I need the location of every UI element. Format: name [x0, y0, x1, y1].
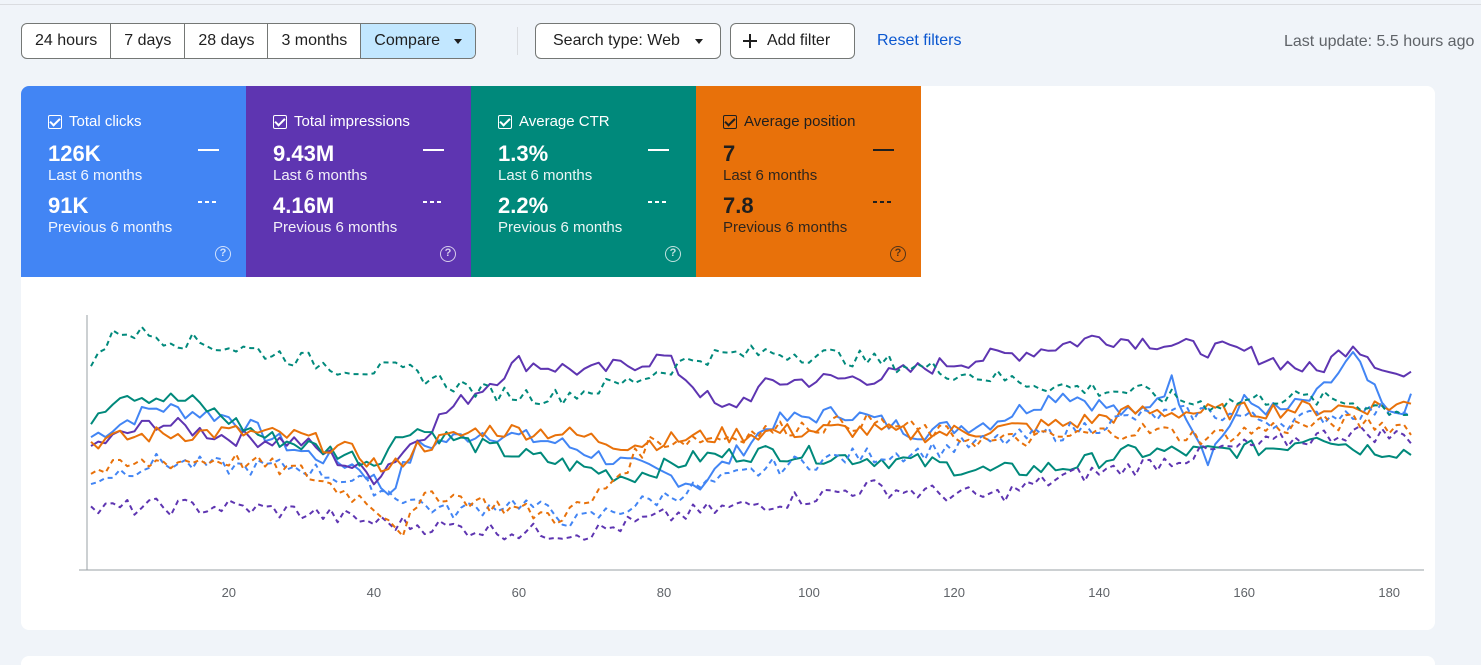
- help-icon[interactable]: ?: [215, 246, 231, 262]
- date-range-selector: 24 hours 7 days 28 days 3 months Compare: [21, 23, 477, 59]
- dashed-line-legend-icon: [198, 201, 219, 203]
- metric-title: Total clicks: [69, 113, 142, 130]
- metric-value: 126K: [48, 141, 101, 166]
- dashed-line-legend-icon: [873, 201, 894, 203]
- solid-line-legend-icon: [648, 149, 669, 151]
- checkbox-checked-icon[interactable]: [48, 115, 62, 129]
- metric-previous-value: 91K: [48, 193, 89, 218]
- metric-previous-period: Previous 6 months: [48, 219, 173, 236]
- metric-period: Last 6 months: [273, 167, 368, 184]
- x-tick-label: 120: [943, 585, 965, 600]
- metric-value: 7: [723, 141, 736, 166]
- checkbox-checked-icon[interactable]: [273, 115, 287, 129]
- series-line-ctr-previous: [90, 325, 1412, 416]
- solid-line-legend-icon: [873, 149, 894, 151]
- metric-period: Last 6 months: [498, 167, 593, 184]
- metric-card-total-impressions[interactable]: Total impressions 9.43M Last 6 months 4.…: [246, 86, 471, 277]
- add-filter-button[interactable]: Add filter: [730, 23, 855, 59]
- metric-previous-period: Previous 6 months: [723, 219, 848, 236]
- range-24-hours[interactable]: 24 hours: [22, 24, 112, 58]
- checkbox-checked-icon[interactable]: [498, 115, 512, 129]
- next-panel-edge: [21, 656, 1435, 665]
- help-icon[interactable]: ?: [665, 246, 681, 262]
- metric-period: Last 6 months: [48, 167, 143, 184]
- solid-line-legend-icon: [423, 149, 444, 151]
- metric-previous-period: Previous 6 months: [273, 219, 398, 236]
- top-divider: [0, 4, 1481, 5]
- metric-previous-value: 2.2%: [498, 193, 549, 218]
- series-line-ctr-current: [90, 392, 1412, 484]
- help-icon[interactable]: ?: [440, 246, 456, 262]
- metric-card-average-ctr[interactable]: Average CTR 1.3% Last 6 months 2.2% Prev…: [471, 86, 696, 277]
- search-type-dropdown[interactable]: Search type: Web: [535, 23, 721, 59]
- x-axis-ticks: 20 40 60 80 100 120 140 160 180: [222, 585, 1400, 600]
- x-tick-label: 140: [1088, 585, 1110, 600]
- x-tick-label: 180: [1378, 585, 1400, 600]
- series-line-clicks-previous: [90, 400, 1412, 528]
- checkbox-checked-icon[interactable]: [723, 115, 737, 129]
- series-line-position-previous: [90, 413, 1412, 538]
- metric-previous-period: Previous 6 months: [498, 219, 623, 236]
- search-type-label: Search type: Web: [553, 32, 680, 49]
- caret-down-icon: [695, 38, 703, 44]
- x-tick-label: 20: [222, 585, 236, 600]
- dashed-line-legend-icon: [648, 201, 669, 203]
- toolbar-divider: [517, 27, 518, 55]
- metric-previous-value: 7.8: [723, 193, 754, 218]
- metric-card-average-position[interactable]: Average position 7 Last 6 months 7.8 Pre…: [696, 86, 921, 277]
- plus-icon: [743, 34, 757, 48]
- performance-line-chart[interactable]: 20 40 60 80 100 120 140 160 180: [21, 277, 1435, 630]
- metric-card-total-clicks[interactable]: Total clicks 126K Last 6 months 91K Prev…: [21, 86, 246, 277]
- compare-dropdown[interactable]: Compare: [361, 24, 476, 58]
- metric-cards: Total clicks 126K Last 6 months 91K Prev…: [21, 86, 921, 277]
- series-line-impressions-previous: [90, 425, 1412, 541]
- range-7-days[interactable]: 7 days: [111, 24, 186, 58]
- performance-panel: Total clicks 126K Last 6 months 91K Prev…: [21, 86, 1435, 630]
- series-line-clicks-current: [90, 351, 1412, 496]
- x-tick-label: 160: [1233, 585, 1255, 600]
- metric-title: Average position: [744, 113, 856, 130]
- reset-filters-link[interactable]: Reset filters: [877, 32, 962, 49]
- solid-line-legend-icon: [198, 149, 219, 151]
- compare-label: Compare: [374, 32, 441, 49]
- x-tick-label: 60: [512, 585, 526, 600]
- metric-period: Last 6 months: [723, 167, 818, 184]
- range-28-days[interactable]: 28 days: [185, 24, 269, 58]
- metric-value: 1.3%: [498, 141, 549, 166]
- metric-value: 9.43M: [273, 141, 335, 166]
- x-tick-label: 80: [657, 585, 671, 600]
- add-filter-label: Add filter: [767, 32, 831, 49]
- series-lines: [90, 325, 1412, 541]
- metric-title: Total impressions: [294, 113, 410, 130]
- filter-toolbar: 24 hours 7 days 28 days 3 months Compare…: [21, 23, 1481, 59]
- range-3-months[interactable]: 3 months: [268, 24, 362, 58]
- x-tick-label: 100: [798, 585, 820, 600]
- last-update-text: Last update: 5.5 hours ago: [1284, 33, 1475, 50]
- metric-title: Average CTR: [519, 113, 610, 130]
- series-line-position-current: [90, 399, 1412, 473]
- dashed-line-legend-icon: [423, 201, 444, 203]
- x-tick-label: 40: [367, 585, 381, 600]
- help-icon[interactable]: ?: [890, 246, 906, 262]
- metric-previous-value: 4.16M: [273, 193, 335, 218]
- caret-down-icon: [454, 38, 463, 44]
